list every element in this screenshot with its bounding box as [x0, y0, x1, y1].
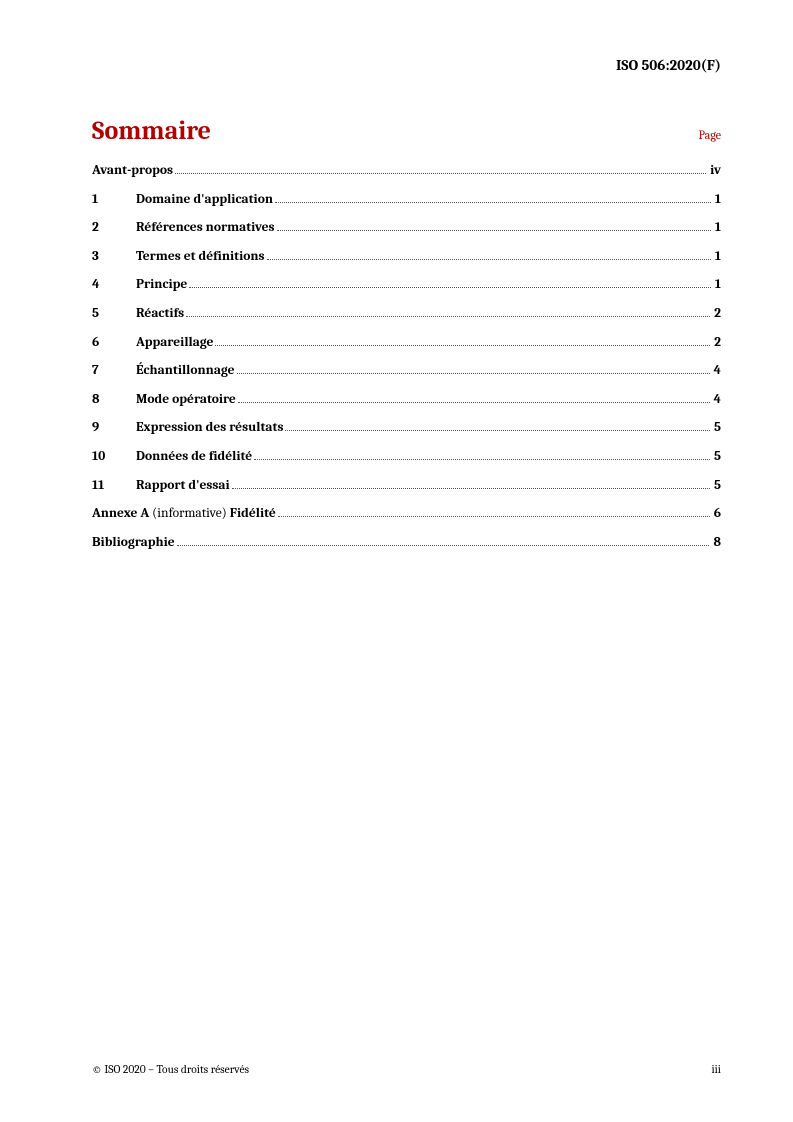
- toc-entry-page: 8: [713, 532, 721, 554]
- toc-entry-number: 11: [92, 475, 136, 497]
- toc-row: 6Appareillage 2: [92, 332, 721, 354]
- toc-leader-dots: [175, 173, 706, 174]
- toc-row: 10Données de fidélité 5: [92, 446, 721, 468]
- toc-row-bibliography: Bibliographie 8: [92, 532, 721, 554]
- toc-entry-number: 5: [92, 303, 136, 325]
- toc-entry-number: 4: [92, 274, 136, 296]
- toc-leader-dots: [186, 316, 710, 317]
- toc-leader-dots: [277, 230, 711, 231]
- page-number: iii: [711, 1063, 721, 1076]
- toc-entry-page: 5: [714, 417, 721, 439]
- toc-entry-page: 1: [715, 274, 721, 296]
- toc-leader-dots: [238, 402, 710, 403]
- toc-entry-page: 4: [714, 389, 721, 411]
- toc-entry-page: 2: [714, 303, 721, 325]
- toc-entry-page: 1: [715, 217, 721, 239]
- toc-entry-title: Échantillonnage: [136, 360, 235, 382]
- toc-entry-page: 4: [714, 360, 721, 382]
- document-id: ISO 506:2020(F): [92, 56, 721, 74]
- toc-entry-page: 2: [714, 332, 721, 354]
- toc-leader-dots: [254, 459, 710, 460]
- page-label: Page: [699, 128, 721, 142]
- toc-row: 9Expression des résultats 5: [92, 417, 721, 439]
- toc-row: 1Domaine d'application1: [92, 189, 721, 211]
- toc-entry-page: 1: [715, 189, 721, 211]
- toc-row: 11Rapport d'essai 5: [92, 475, 721, 497]
- toc-entry-number: 6: [92, 332, 136, 354]
- toc-leader-dots: [267, 259, 711, 260]
- toc-row: 5Réactifs 2: [92, 303, 721, 325]
- toc-leader-dots: [177, 545, 710, 546]
- toc-leader-dots: [189, 287, 710, 288]
- page: ISO 506:2020(F) Sommaire Page Avant-prop…: [0, 0, 793, 1122]
- table-of-contents: Avant-proposiv1Domaine d'application12Ré…: [92, 160, 721, 553]
- toc-entry-title: Rapport d'essai: [136, 475, 230, 497]
- toc-entry-title: Principe: [136, 274, 187, 296]
- toc-entry-title: Termes et définitions: [136, 246, 265, 268]
- toc-leader-dots: [215, 345, 710, 346]
- toc-entry-page: 5: [714, 475, 721, 497]
- toc-entry-title: Appareillage: [136, 332, 213, 354]
- toc-entry-title: Réactifs: [136, 303, 184, 325]
- toc-entry-title: Mode opératoire: [136, 389, 236, 411]
- toc-leader-dots: [275, 202, 711, 203]
- toc-row: 3Termes et définitions 1: [92, 246, 721, 268]
- toc-entry-title: Domaine d'application: [136, 189, 273, 211]
- toc-row: Avant-propos iv: [92, 160, 721, 182]
- toc-row-annex: Annexe A (informative) Fidélité 6: [92, 503, 721, 525]
- toc-entry-number: 1: [92, 189, 136, 211]
- toc-entry-title: Références normatives: [136, 217, 275, 239]
- toc-leader-dots: [278, 516, 710, 517]
- toc-entry-page: 5: [714, 446, 721, 468]
- toc-row: 2Références normatives 1: [92, 217, 721, 239]
- toc-entry-title: Données de fidélité: [136, 446, 252, 468]
- toc-entry-number: 3: [92, 246, 136, 268]
- toc-row: 4Principe 1: [92, 274, 721, 296]
- toc-title: Sommaire: [92, 116, 211, 146]
- toc-entry-number: 7: [92, 360, 136, 382]
- toc-entry-number: 9: [92, 417, 136, 439]
- toc-entry-title: Bibliographie: [92, 532, 175, 554]
- copyright-text: © ISO 2020 – Tous droits réservés: [92, 1063, 249, 1076]
- toc-leader-dots: [285, 430, 710, 431]
- toc-row: 7Échantillonnage 4: [92, 360, 721, 382]
- toc-entry-title: Avant-propos: [92, 160, 173, 182]
- title-row: Sommaire Page: [92, 116, 721, 146]
- toc-entry-title: Expression des résultats: [136, 417, 283, 439]
- toc-leader-dots: [232, 488, 710, 489]
- toc-row: 8Mode opératoire 4: [92, 389, 721, 411]
- toc-entry-number: 2: [92, 217, 136, 239]
- toc-entry-page: 6: [714, 503, 721, 525]
- toc-leader-dots: [237, 373, 710, 374]
- toc-entry-title: Annexe A (informative) Fidélité: [92, 503, 276, 525]
- toc-entry-number: 8: [92, 389, 136, 411]
- footer: © ISO 2020 – Tous droits réservés iii: [92, 1063, 721, 1076]
- toc-entry-page: 1: [715, 246, 721, 268]
- toc-entry-page: iv: [710, 160, 721, 182]
- toc-entry-number: 10: [92, 446, 136, 468]
